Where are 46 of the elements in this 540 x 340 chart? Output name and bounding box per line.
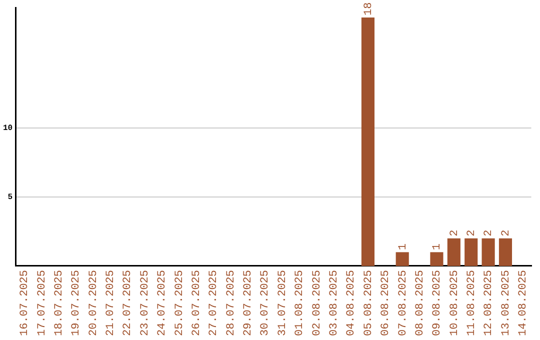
- bar: [430, 252, 444, 266]
- x-tick-label: 11.08.2025: [466, 270, 478, 336]
- x-tick-label: 17.07.2025: [36, 270, 48, 336]
- x-tick-label: 26.07.2025: [190, 270, 203, 336]
- x-tick-label: 21.07.2025: [105, 270, 118, 336]
- x-tick-label: 23.07.2025: [139, 270, 152, 336]
- data-label: 1: [397, 243, 410, 250]
- bar: [482, 238, 495, 266]
- x-tick-label: 06.08.2025: [380, 270, 392, 336]
- bar: [447, 238, 460, 266]
- x-tick-label: 10.08.2025: [448, 270, 461, 336]
- x-tick-label: 30.07.2025: [260, 270, 272, 336]
- x-tick-label: 04.08.2025: [346, 270, 358, 336]
- x-tick-label: 25.07.2025: [174, 270, 186, 336]
- y-tick-label: 10: [2, 124, 13, 133]
- x-tick-label: 08.08.2025: [414, 270, 426, 336]
- x-tick-label: 07.08.2025: [397, 270, 410, 336]
- x-tick-label: 02.08.2025: [311, 270, 324, 336]
- data-label: 2: [448, 230, 461, 236]
- x-tick-label: 05.08.2025: [362, 270, 375, 336]
- data-label: 18: [362, 2, 375, 16]
- x-tick-label: 22.07.2025: [122, 270, 134, 336]
- x-tick-label: 31.07.2025: [276, 270, 289, 336]
- x-tick-label: 20.07.2025: [88, 270, 100, 336]
- x-tick-label: 16.07.2025: [19, 270, 32, 336]
- x-tick-label: 29.07.2025: [242, 270, 255, 336]
- x-tick-label: 28.07.2025: [225, 270, 238, 336]
- x-tick-label: 01.08.2025: [294, 270, 306, 336]
- bar: [396, 252, 409, 266]
- x-tick-label: 27.07.2025: [208, 270, 220, 336]
- x-tick-label: 14.08.2025: [518, 270, 530, 336]
- x-tick-label: 03.08.2025: [328, 270, 340, 336]
- data-label: 2: [466, 230, 478, 236]
- x-tick-label: 13.08.2025: [500, 270, 512, 336]
- bar: [361, 17, 374, 266]
- y-tick-label: 5: [8, 192, 13, 202]
- bar: [498, 238, 512, 266]
- x-tick-label: 24.07.2025: [156, 270, 169, 336]
- bar: [464, 238, 478, 266]
- data-label: 2: [483, 230, 496, 236]
- x-tick-label: 09.08.2025: [432, 270, 444, 336]
- data-label: 1: [432, 243, 444, 250]
- data-label: 2: [500, 230, 512, 236]
- x-tick-label: 19.07.2025: [70, 270, 83, 336]
- x-tick-label: 12.08.2025: [483, 270, 496, 336]
- x-tick-label: 18.07.2025: [53, 270, 66, 336]
